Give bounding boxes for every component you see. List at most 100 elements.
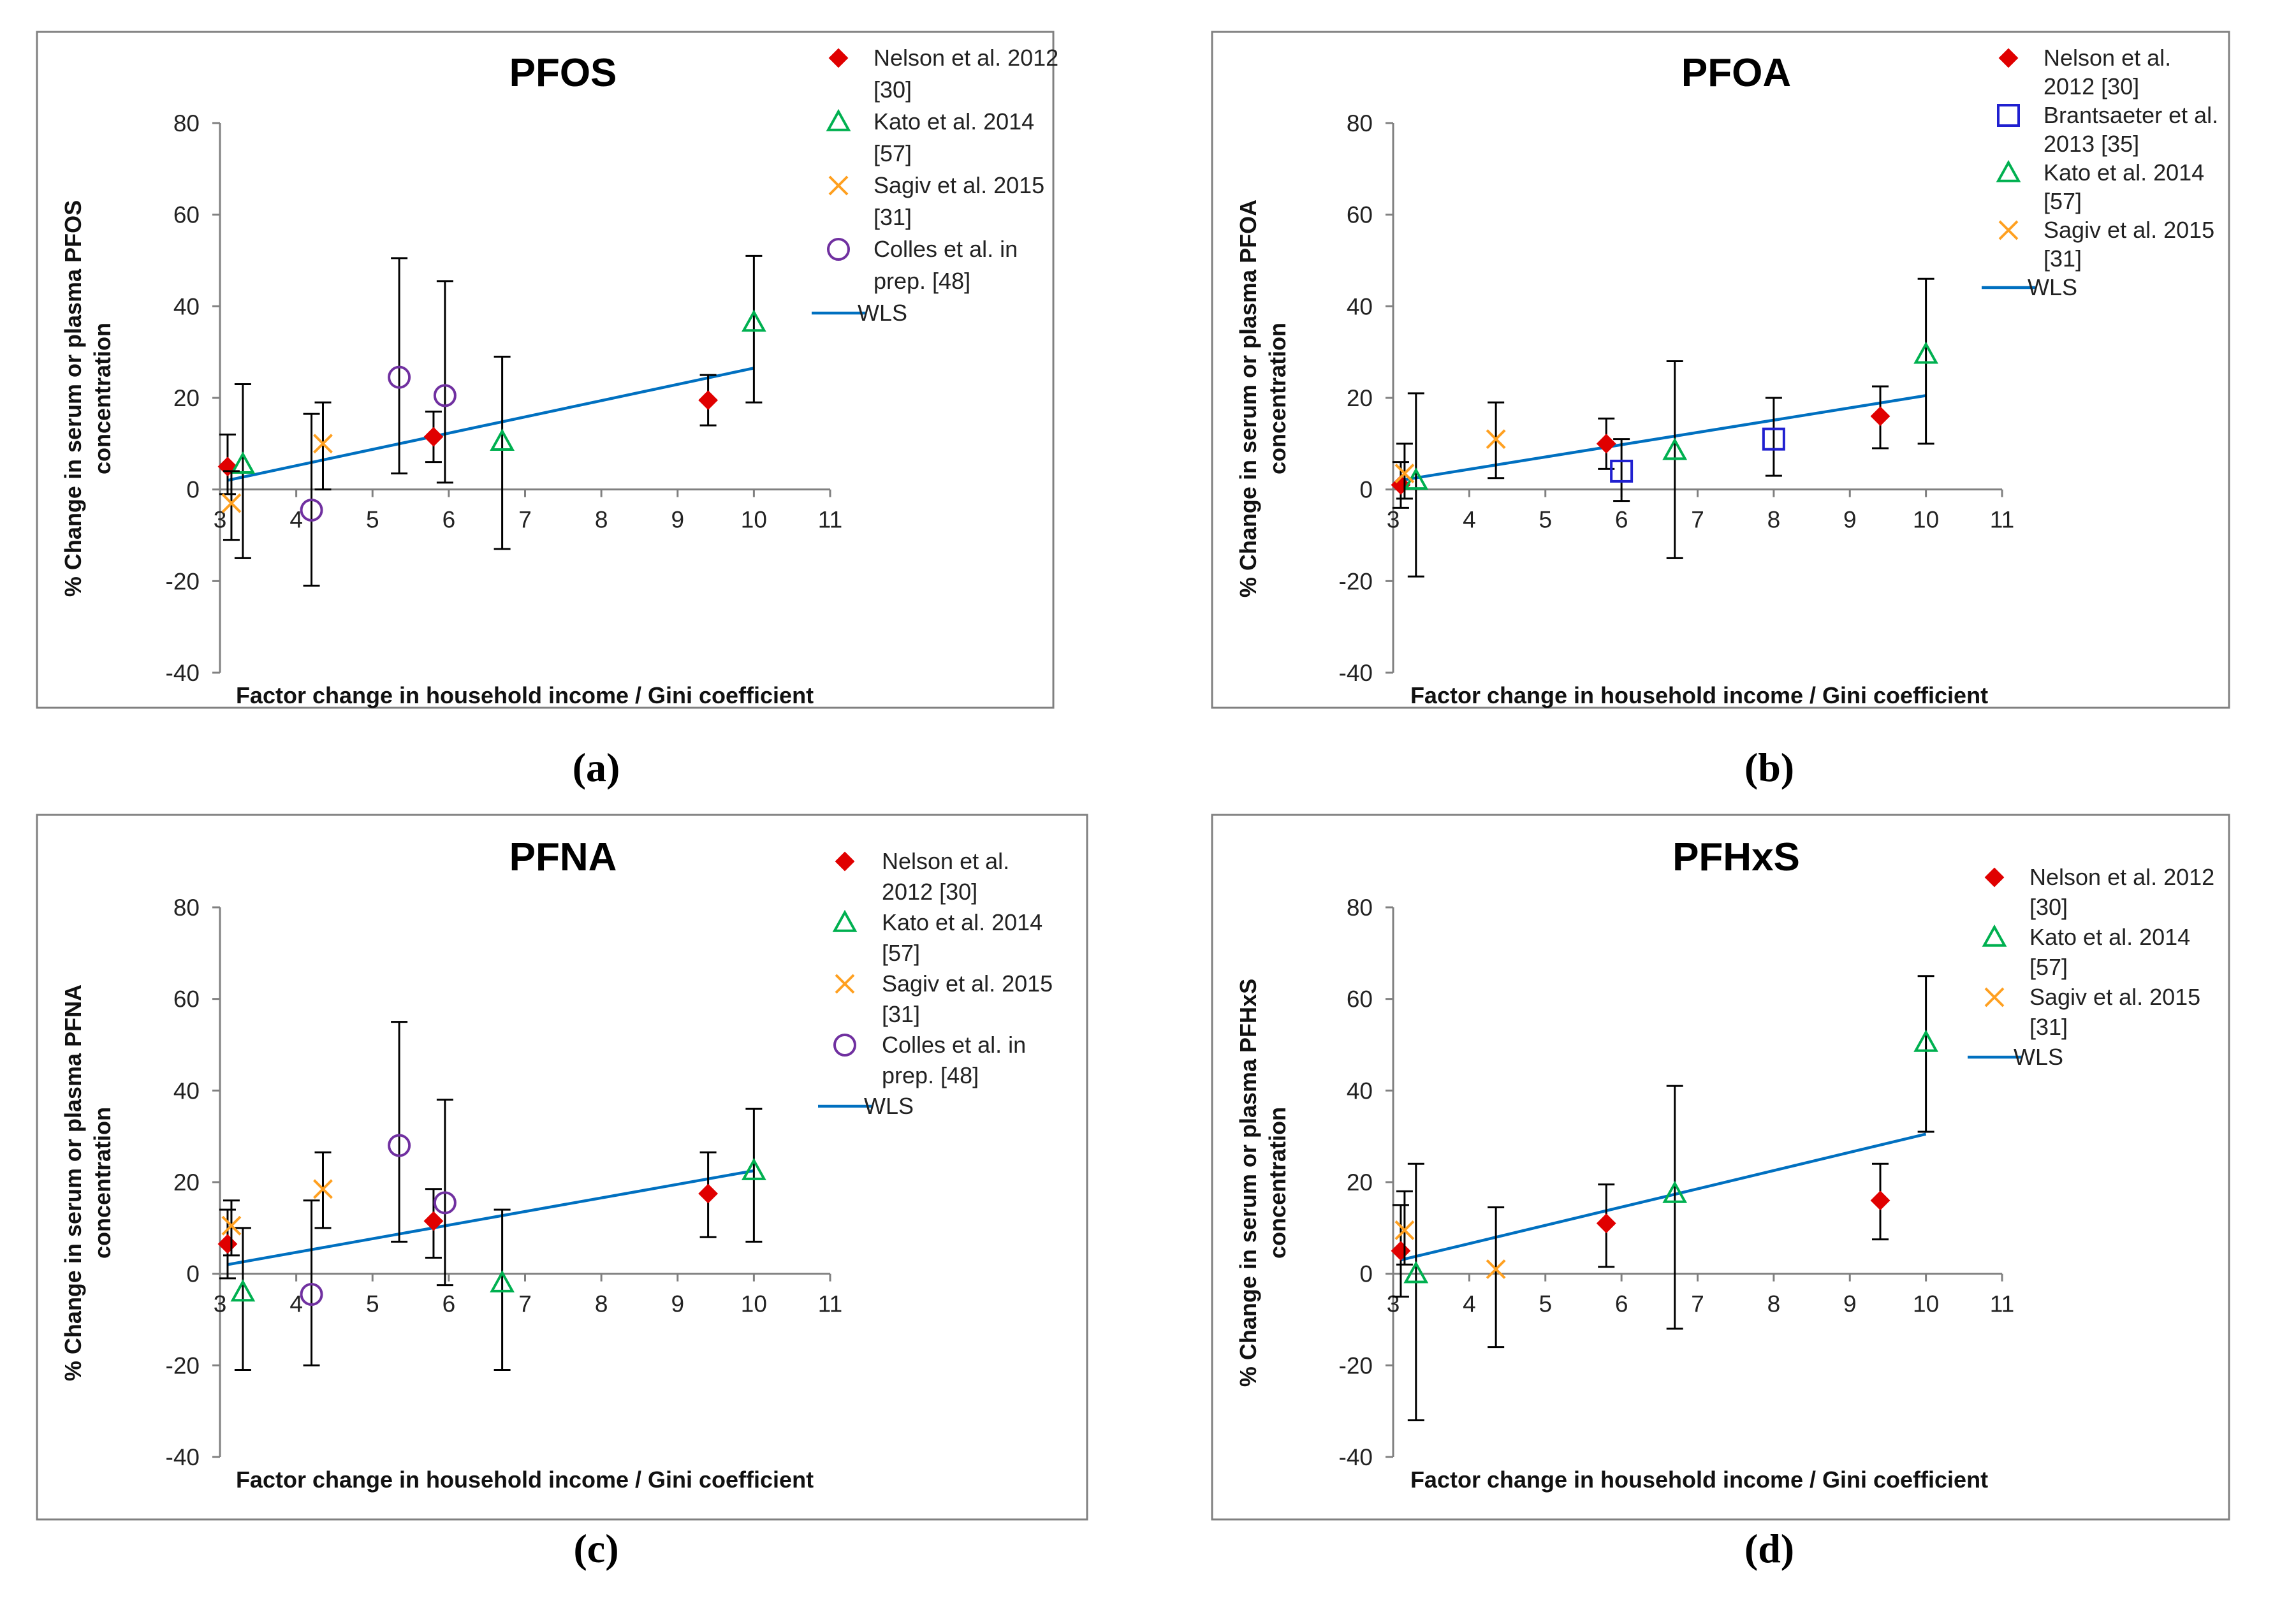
panel-caption: (a) xyxy=(573,745,620,790)
legend-label: [31] xyxy=(2044,245,2082,272)
x-tick-label: 5 xyxy=(366,507,379,533)
chart-title: PFNA xyxy=(509,835,617,879)
legend-item-wls: WLS xyxy=(1982,274,2077,300)
error-bar xyxy=(223,1199,240,1257)
x-tick-label: 9 xyxy=(671,1291,684,1317)
x-tick-label: 8 xyxy=(1767,507,1781,533)
y-axis-label-line: % Change in serum or plasma PFOA xyxy=(1235,200,1261,597)
error-bar xyxy=(1396,1190,1413,1266)
legend-marker-circle xyxy=(833,1034,856,1057)
legend-label: 2013 [35] xyxy=(2044,131,2139,157)
legend-marker-triangle xyxy=(826,108,851,131)
axes: -40 -20 0 20 40 60 80 3 4 5 6 7 8 9 10 11 xyxy=(166,895,843,1470)
legend-item: Kato et al. 2014[57] xyxy=(1996,159,2204,214)
legend-item: Sagiv et al. 2015[31] xyxy=(1998,217,2214,272)
x-tick-label: 10 xyxy=(1913,1291,1939,1317)
series-cross xyxy=(221,1151,333,1257)
data-point-triangle xyxy=(1913,1029,1939,1052)
legend-label: 2012 [30] xyxy=(2044,73,2139,99)
y-axis-label-line: % Change in serum or plasma PFOS xyxy=(60,200,86,597)
series-triangle xyxy=(1403,277,1939,578)
chart-title: PFOS xyxy=(509,51,617,95)
wls-line xyxy=(1400,394,1926,482)
legend-label: Sagiv et al. 2015 xyxy=(874,172,1044,198)
error-bar xyxy=(234,383,251,559)
series-triangle xyxy=(230,1108,766,1372)
legend-item: Nelson et al.2012 [30] xyxy=(1998,45,2171,99)
x-tick-label: 11 xyxy=(1990,507,2014,533)
y-axis-label-line: % Change in serum or plasma PFNA xyxy=(60,984,86,1381)
legend-marker-diamond xyxy=(835,851,855,872)
x-tick-label: 10 xyxy=(741,507,767,533)
data-point-triangle xyxy=(1662,437,1688,460)
y-tick-label: 60 xyxy=(1347,986,1373,1013)
legend-item: Nelson et al. 2012 [30] xyxy=(828,45,1058,103)
legend-item: Colles et al. in prep. [48] xyxy=(827,236,1018,294)
legend-marker-circle xyxy=(827,238,850,261)
legend-marker-cross xyxy=(835,974,855,994)
x-axis-label: Factor change in household income / Gini… xyxy=(236,1467,814,1493)
x-tick-label: 8 xyxy=(595,1291,608,1317)
y-tick-label: 40 xyxy=(1347,1078,1373,1104)
legend-label: Nelson et al. xyxy=(2044,45,2171,71)
chart-panel-b: PFOA -40 -20 0 20 40 60 80 3 4 5 6 7 8 9 10 11 Factor cha… xyxy=(1211,31,2230,709)
legend-label: [57] xyxy=(2029,954,2068,980)
data-point-cross xyxy=(1486,429,1506,450)
data-point-circle xyxy=(388,365,411,389)
error-bar xyxy=(1917,277,1934,445)
legend-marker-square xyxy=(1997,104,2020,127)
legend-item: Sagiv et al. 2015[31] xyxy=(1984,984,2200,1040)
x-tick-label: 3 xyxy=(1387,507,1400,533)
legend-label: WLS xyxy=(864,1093,914,1119)
data-point-diamond xyxy=(1870,1190,1890,1211)
x-tick-label: 6 xyxy=(442,507,456,533)
y-tick-label: 20 xyxy=(173,1169,200,1196)
legend-marker-triangle xyxy=(1982,924,2007,947)
panel-frame xyxy=(36,814,1088,1521)
x-tick-label: 6 xyxy=(442,1291,456,1317)
chart-title: PFHxS xyxy=(1672,835,1800,879)
x-tick-label: 9 xyxy=(1843,507,1857,533)
y-tick-label: 20 xyxy=(1347,1169,1373,1196)
data-point-triangle xyxy=(490,428,515,451)
legend-label: [57] xyxy=(874,140,912,166)
axes: -40 -20 0 20 40 60 80 3 4 5 6 7 8 9 10 11 xyxy=(1339,895,2015,1470)
x-tick-label: 5 xyxy=(1539,507,1552,533)
y-tick-label: -20 xyxy=(166,1352,200,1379)
legend-label: WLS xyxy=(2028,274,2077,300)
data-point-triangle xyxy=(490,1269,515,1292)
data-point-square xyxy=(1610,459,1634,483)
series-triangle xyxy=(1403,975,1939,1422)
x-axis-label: Factor change in household income / Gini… xyxy=(1410,1467,1988,1493)
legend-label: WLS xyxy=(2014,1044,2063,1070)
data-point-diamond xyxy=(1870,406,1890,427)
legend-item: Kato et al. 2014[57] xyxy=(826,108,1034,166)
x-tick-label: 4 xyxy=(1463,1291,1476,1317)
data-point-circle xyxy=(433,384,457,407)
y-tick-label: -20 xyxy=(1339,568,1373,594)
data-point-cross xyxy=(1394,464,1415,483)
legend: Nelson et al.2012 [30]Brantsaeter et al.… xyxy=(1982,45,2218,300)
error-bar xyxy=(1765,397,1782,477)
legend-item: Sagiv et al. 2015[31] xyxy=(835,970,1053,1027)
data-point-triangle xyxy=(741,1157,766,1180)
x-tick-label: 4 xyxy=(289,507,303,533)
data-point-triangle xyxy=(1662,1180,1688,1203)
y-axis-label: % Change in serum or plasma PFOA concentr… xyxy=(1235,200,1291,597)
y-tick-label: 0 xyxy=(1359,1261,1373,1287)
legend-label: Colles et al. in xyxy=(882,1032,1026,1058)
y-axis-label-line: concentration xyxy=(1264,1107,1291,1259)
error-bar xyxy=(1396,443,1413,500)
x-tick-label: 7 xyxy=(518,1291,532,1317)
x-tick-label: 7 xyxy=(1691,507,1704,533)
legend-marker-cross xyxy=(828,175,849,196)
error-bar xyxy=(1666,1085,1683,1330)
error-bar xyxy=(1488,1206,1505,1349)
error-bar xyxy=(1407,1162,1424,1422)
legend-item: Colles et al. in prep. [48] xyxy=(833,1032,1026,1088)
legend-marker-cross xyxy=(1998,220,2019,240)
y-axis-label: % Change in serum or plasma PFNA concentr… xyxy=(60,984,115,1381)
x-tick-label: 3 xyxy=(214,507,227,533)
legend-item-wls: WLS xyxy=(818,1093,914,1119)
